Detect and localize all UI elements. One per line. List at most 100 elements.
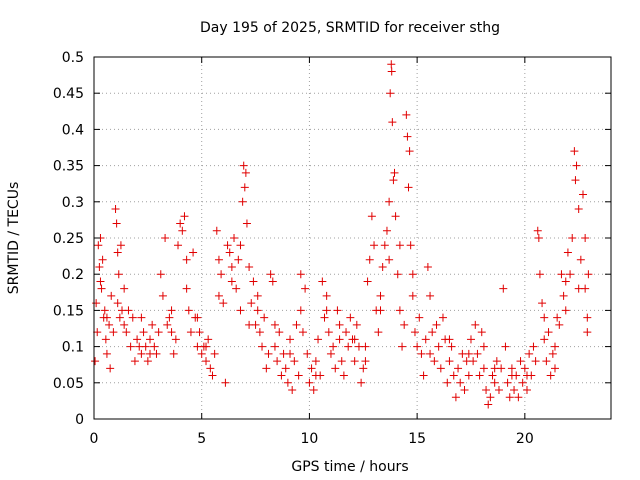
data-point (507, 364, 516, 373)
data-point (583, 313, 592, 322)
data-point (270, 320, 279, 329)
data-point (445, 357, 454, 366)
data-point (165, 313, 174, 322)
data-point (419, 371, 428, 380)
data-point (227, 262, 236, 271)
data-point (584, 270, 593, 279)
data-point (314, 335, 323, 344)
data-point (359, 364, 368, 373)
data-point (423, 262, 432, 271)
y-tick-label: 0.3 (62, 195, 84, 211)
data-point (451, 393, 460, 402)
data-point (93, 328, 102, 337)
data-point (331, 364, 340, 373)
data-point (174, 241, 183, 250)
data-point (385, 255, 394, 264)
data-point (178, 226, 187, 235)
data-point (574, 205, 583, 214)
data-point (326, 349, 335, 358)
data-point (236, 241, 245, 250)
data-point (350, 335, 359, 344)
data-point (550, 342, 559, 351)
data-point (115, 313, 124, 322)
data-point (484, 400, 493, 409)
data-point (277, 371, 286, 380)
data-point (576, 255, 585, 264)
data-point (189, 248, 198, 257)
data-point (324, 328, 333, 337)
data-point (449, 371, 458, 380)
data-point (212, 226, 221, 235)
data-point (538, 299, 547, 308)
data-point (572, 161, 581, 170)
data-point (270, 342, 279, 351)
data-point (281, 364, 290, 373)
data-point (486, 393, 495, 402)
data-point (389, 176, 398, 185)
axis-ticks: 0 0.05 0.1 0.15 0.2 0.25 0.3 0.35 0.4 0.45 0.5 0 5 10… (53, 50, 611, 447)
data-point (438, 313, 447, 322)
data-point (503, 378, 512, 387)
data-point (247, 299, 256, 308)
y-tick-label: 0.5 (62, 50, 84, 66)
data-point (357, 378, 366, 387)
data-point (102, 349, 111, 358)
data-point (346, 313, 355, 322)
data-point (477, 328, 486, 337)
data-point (167, 306, 176, 315)
data-point (258, 342, 267, 351)
data-point (214, 255, 223, 264)
data-point (445, 335, 454, 344)
data-point (182, 284, 191, 293)
data-point (296, 270, 305, 279)
data-point (505, 393, 514, 402)
data-point (550, 364, 559, 373)
data-point (176, 219, 185, 228)
data-point (322, 306, 331, 315)
data-point (390, 168, 399, 177)
data-point (339, 371, 348, 380)
data-point (447, 342, 456, 351)
data-point (163, 320, 172, 329)
data-point (318, 277, 327, 286)
data-point (534, 234, 543, 242)
y-tick-label: 0.35 (53, 159, 84, 175)
data-point (94, 241, 103, 250)
data-point (426, 291, 435, 300)
data-point (473, 349, 482, 358)
data-point (305, 378, 314, 387)
x-tick-label: 15 (408, 431, 426, 447)
data-point (581, 234, 590, 242)
data-point (268, 277, 277, 286)
data-point (146, 349, 155, 358)
data-point (405, 147, 414, 156)
data-point (116, 241, 125, 250)
data-point (292, 320, 301, 329)
data-point (385, 197, 394, 206)
y-tick-label: 0.1 (62, 340, 84, 356)
data-point (120, 320, 129, 329)
data-point (535, 270, 544, 279)
data-point (223, 241, 232, 250)
data-point (488, 371, 497, 380)
data-point (499, 284, 508, 293)
data-points (91, 60, 593, 409)
grid (94, 57, 611, 419)
data-point (236, 306, 245, 315)
data-point (531, 357, 540, 366)
data-point (520, 364, 529, 373)
data-point (456, 378, 465, 387)
y-tick-label: 0.4 (62, 122, 84, 138)
data-point (112, 219, 121, 228)
y-tick-label: 0.05 (53, 376, 84, 392)
data-point (111, 205, 120, 214)
data-point (180, 212, 189, 221)
data-point (204, 335, 213, 344)
data-point (335, 320, 344, 329)
data-point (239, 161, 248, 170)
data-point (428, 328, 437, 337)
data-point (466, 335, 475, 344)
data-point (148, 320, 157, 329)
data-point (186, 328, 195, 337)
